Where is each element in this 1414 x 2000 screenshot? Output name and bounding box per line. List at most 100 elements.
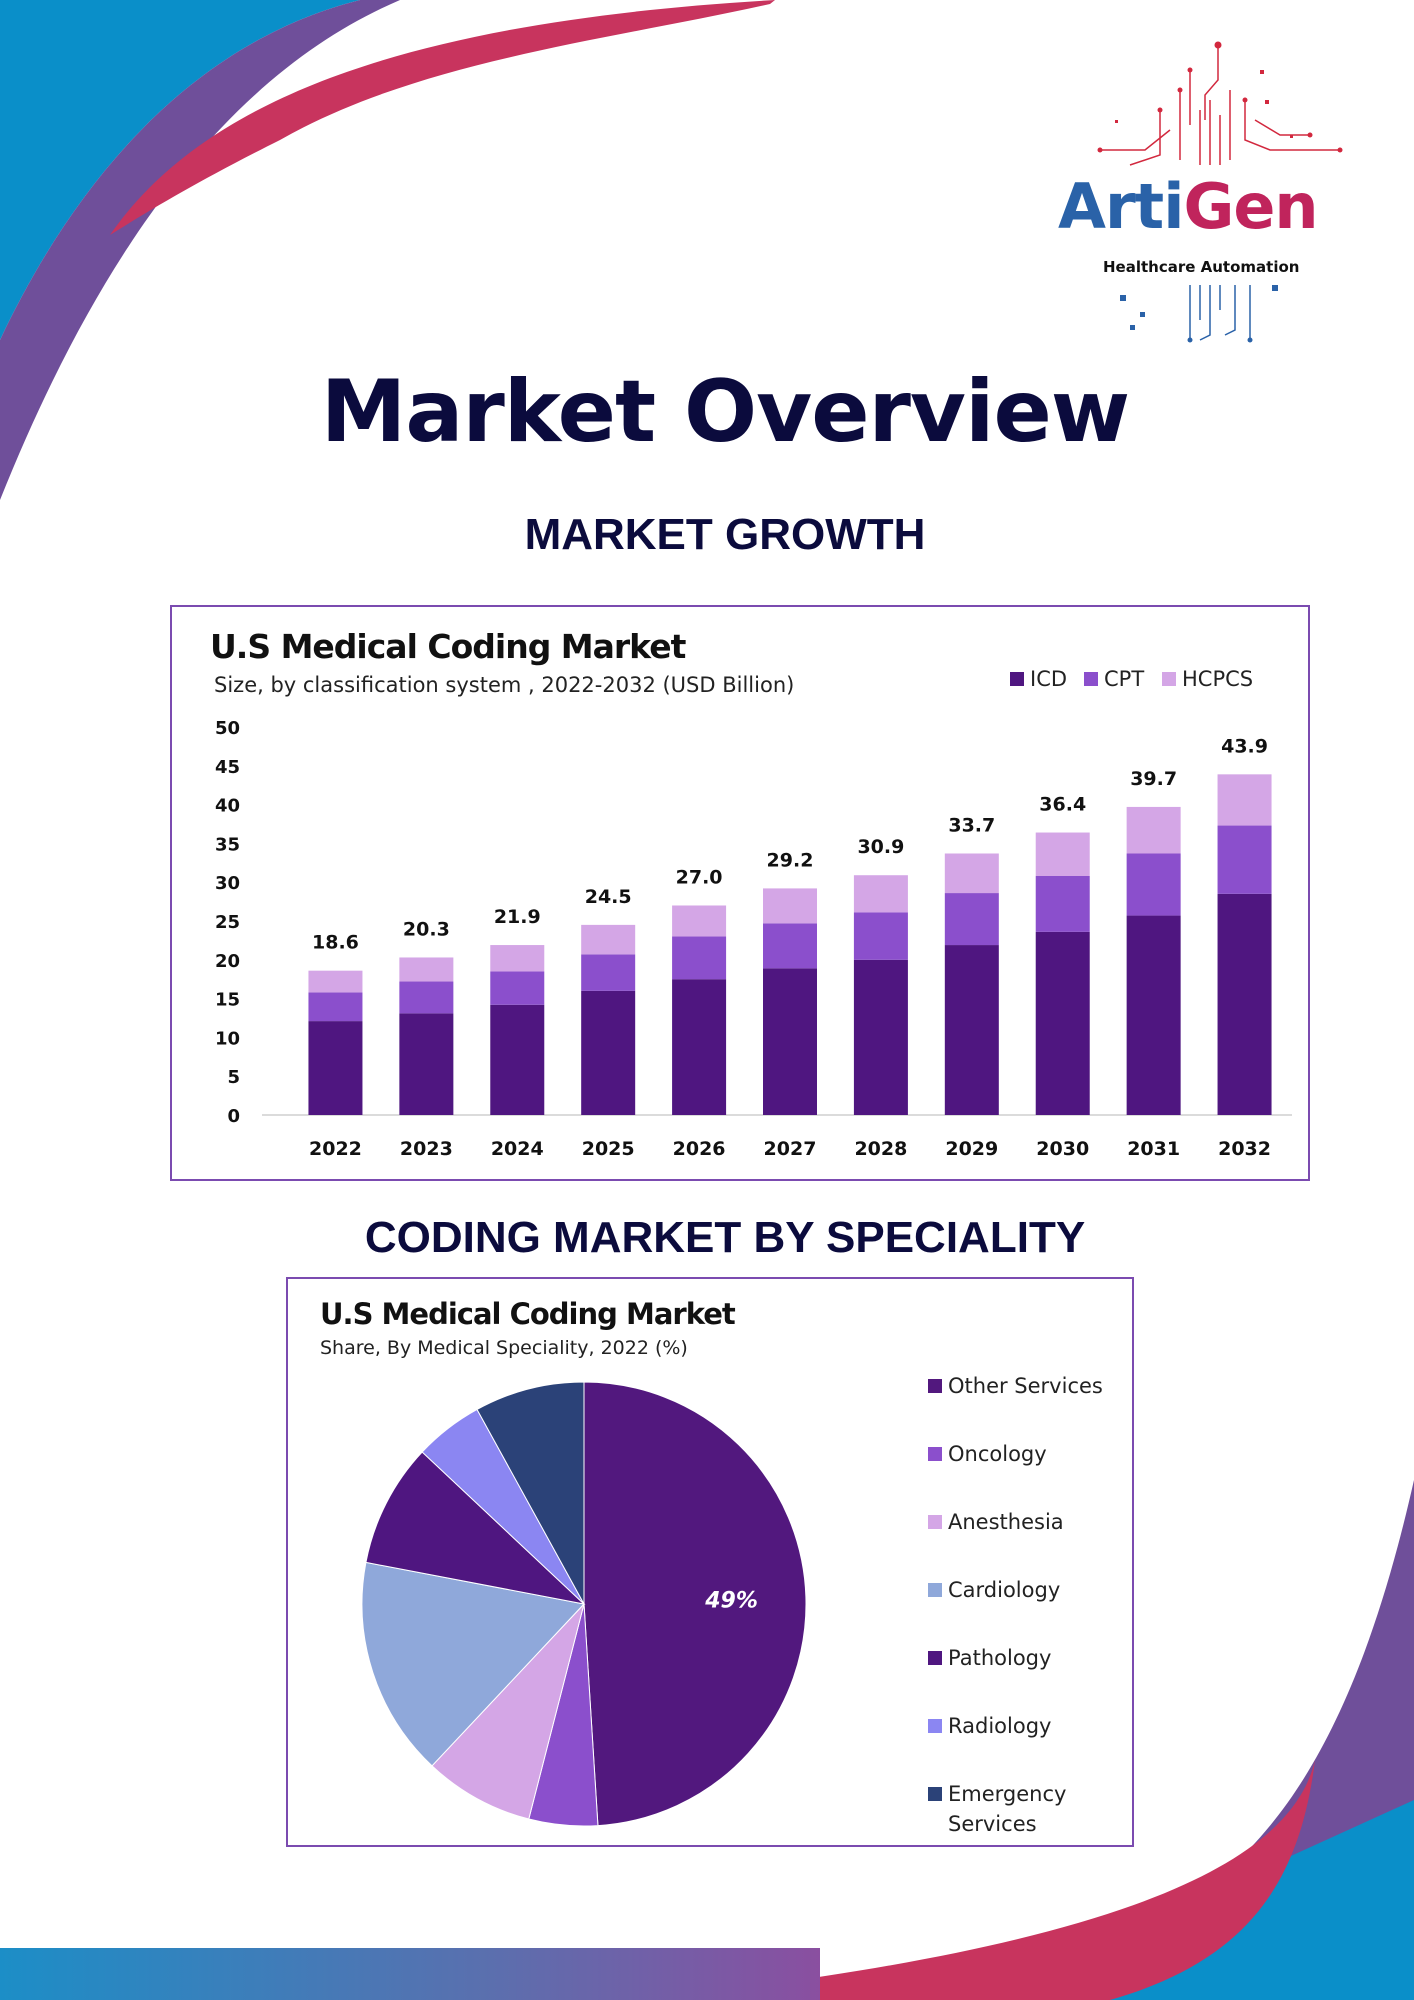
x-tick-label: 2025 <box>582 1138 635 1160</box>
bar-segment-icd <box>399 1013 454 1115</box>
x-tick-label: 2031 <box>1127 1138 1180 1160</box>
logo-wordmark: ArtiGen <box>1058 170 1358 243</box>
x-tick-label: 2032 <box>1218 1138 1271 1160</box>
bar-segment-hcpcs <box>672 905 727 937</box>
y-tick-label: 15 <box>215 990 240 1011</box>
y-tick-label: 20 <box>215 951 240 972</box>
corner-blue-top-left <box>0 0 360 340</box>
pie-chart-plot: 49% <box>361 1381 807 1827</box>
pie-legend-label: Cardiology <box>948 1575 1060 1605</box>
bar-segment-icd <box>490 1004 545 1115</box>
legend-label-hcpcs: HCPCS <box>1182 667 1254 691</box>
pie-legend-swatch <box>928 1515 942 1529</box>
bar-total-label: 18.6 <box>312 932 359 954</box>
bar-chart-plot: 0510152025303540455018.6202220.3202321.9… <box>215 718 1292 1160</box>
y-tick-label: 0 <box>227 1106 240 1127</box>
bar-segment-cpt <box>399 981 454 1014</box>
bar-segment-hcpcs <box>581 924 636 955</box>
bar-segment-cpt <box>853 912 908 960</box>
bar-segment-icd <box>581 990 636 1115</box>
bar-segment-hcpcs <box>399 957 454 982</box>
logo-wordmark-gen: Gen <box>1183 170 1318 243</box>
pie-legend-label-line: Oncology <box>948 1442 1047 1466</box>
y-tick-label: 45 <box>215 757 240 778</box>
y-tick-label: 50 <box>215 718 240 739</box>
pie-legend-label: Anesthesia <box>948 1507 1064 1537</box>
bar-total-label: 33.7 <box>948 814 995 836</box>
legend-swatch-cpt <box>1084 672 1098 686</box>
logo-circuit-graphic <box>1097 41 1343 343</box>
section-title-market-growth: MARKET GROWTH <box>524 510 926 559</box>
y-tick-label: 35 <box>215 834 240 855</box>
legend-label-icd: ICD <box>1030 667 1068 691</box>
bar-segment-hcpcs <box>308 970 363 993</box>
bar-segment-icd <box>1217 893 1272 1115</box>
pie-legend-label-line: Anesthesia <box>948 1510 1064 1534</box>
bar-chart-title: U.S Medical Coding Market <box>210 627 686 666</box>
pie-legend-item: Cardiology <box>928 1575 1060 1605</box>
legend-item-cpt: CPT <box>1084 667 1144 691</box>
pie-legend-label: Pathology <box>948 1643 1051 1673</box>
pie-slice-other-services <box>583 1381 807 1827</box>
bar-segment-cpt <box>763 923 817 969</box>
bar-segment-cpt <box>1217 825 1272 894</box>
pie-slice-anesthesia <box>431 1603 585 1820</box>
x-tick-label: 2030 <box>1036 1138 1089 1160</box>
bar-segment-hcpcs <box>490 945 545 972</box>
bar-segment-icd <box>1126 915 1181 1115</box>
bar-total-label: 36.4 <box>1039 794 1086 816</box>
pie-chart-card: U.S Medical Coding Market Share, By Medi… <box>286 1277 1134 1847</box>
x-tick-label: 2022 <box>309 1138 362 1160</box>
x-tick-label: 2026 <box>673 1138 726 1160</box>
y-tick-label: 10 <box>215 1028 240 1049</box>
y-tick-label: 5 <box>227 1067 240 1088</box>
pie-legend-label: Radiology <box>948 1711 1051 1741</box>
pie-legend-swatch <box>928 1379 942 1393</box>
bar-total-label: 21.9 <box>494 906 541 928</box>
legend-item-icd: ICD <box>1010 667 1067 691</box>
bar-segment-cpt <box>944 893 999 946</box>
x-tick-label: 2028 <box>854 1138 907 1160</box>
bar-segment-hcpcs <box>1126 806 1181 854</box>
pie-legend-label-line: Other Services <box>948 1374 1103 1398</box>
section-title-speciality: CODING MARKET BY SPECIALITY <box>364 1213 1086 1262</box>
bar-total-label: 24.5 <box>585 886 632 908</box>
pie-legend-swatch <box>928 1651 942 1665</box>
corner-purple-bottom-right <box>1150 1480 1414 1920</box>
bar-segment-cpt <box>1126 853 1181 916</box>
bar-total-label: 20.3 <box>403 918 450 940</box>
pie-legend-item: Radiology <box>928 1711 1051 1741</box>
bar-segment-hcpcs <box>853 875 908 913</box>
corner-blue-bottom-right <box>1040 1520 1414 2000</box>
pie-legend-label-line: Pathology <box>948 1646 1052 1670</box>
legend-swatch-icd <box>1010 672 1024 686</box>
pie-legend-swatch <box>928 1447 942 1461</box>
pie-slice-pathology <box>365 1451 586 1605</box>
bar-segment-icd <box>672 979 727 1115</box>
bar-segment-cpt <box>581 954 636 991</box>
bar-segment-icd <box>308 1021 363 1115</box>
pie-legend-label: Emergency Services <box>948 1779 1066 1839</box>
pie-slice-emergency-services <box>476 1381 585 1605</box>
pie-legend-label: Other Services <box>948 1371 1103 1401</box>
logo-wordmark-arti: Arti <box>1058 170 1184 243</box>
bar-chart-card: U.S Medical Coding Market Size, by class… <box>170 605 1310 1181</box>
pie-legend-label-line: Emergency <box>948 1782 1067 1806</box>
pie-chart-subtitle: Share, By Medical Speciality, 2022 (%) <box>320 1337 688 1359</box>
bar-total-label: 39.7 <box>1130 768 1177 790</box>
corner-crimson-top-left <box>110 0 775 235</box>
bar-segment-icd <box>1035 931 1090 1115</box>
x-tick-label: 2029 <box>945 1138 998 1160</box>
bar-segment-icd <box>763 968 817 1115</box>
corner-purple-top-left <box>0 0 400 500</box>
y-tick-label: 25 <box>215 912 240 933</box>
corner-crimson-bottom-right <box>640 1760 1315 2000</box>
pie-legend-item: Emergency Services <box>928 1779 1066 1839</box>
pie-legend-label: Oncology <box>948 1439 1047 1469</box>
bar-segment-icd <box>944 945 999 1115</box>
pie-slice-cardiology <box>361 1561 585 1767</box>
x-tick-label: 2027 <box>764 1138 817 1160</box>
legend-swatch-hcpcs <box>1162 672 1176 686</box>
bottom-band <box>0 1948 820 2000</box>
